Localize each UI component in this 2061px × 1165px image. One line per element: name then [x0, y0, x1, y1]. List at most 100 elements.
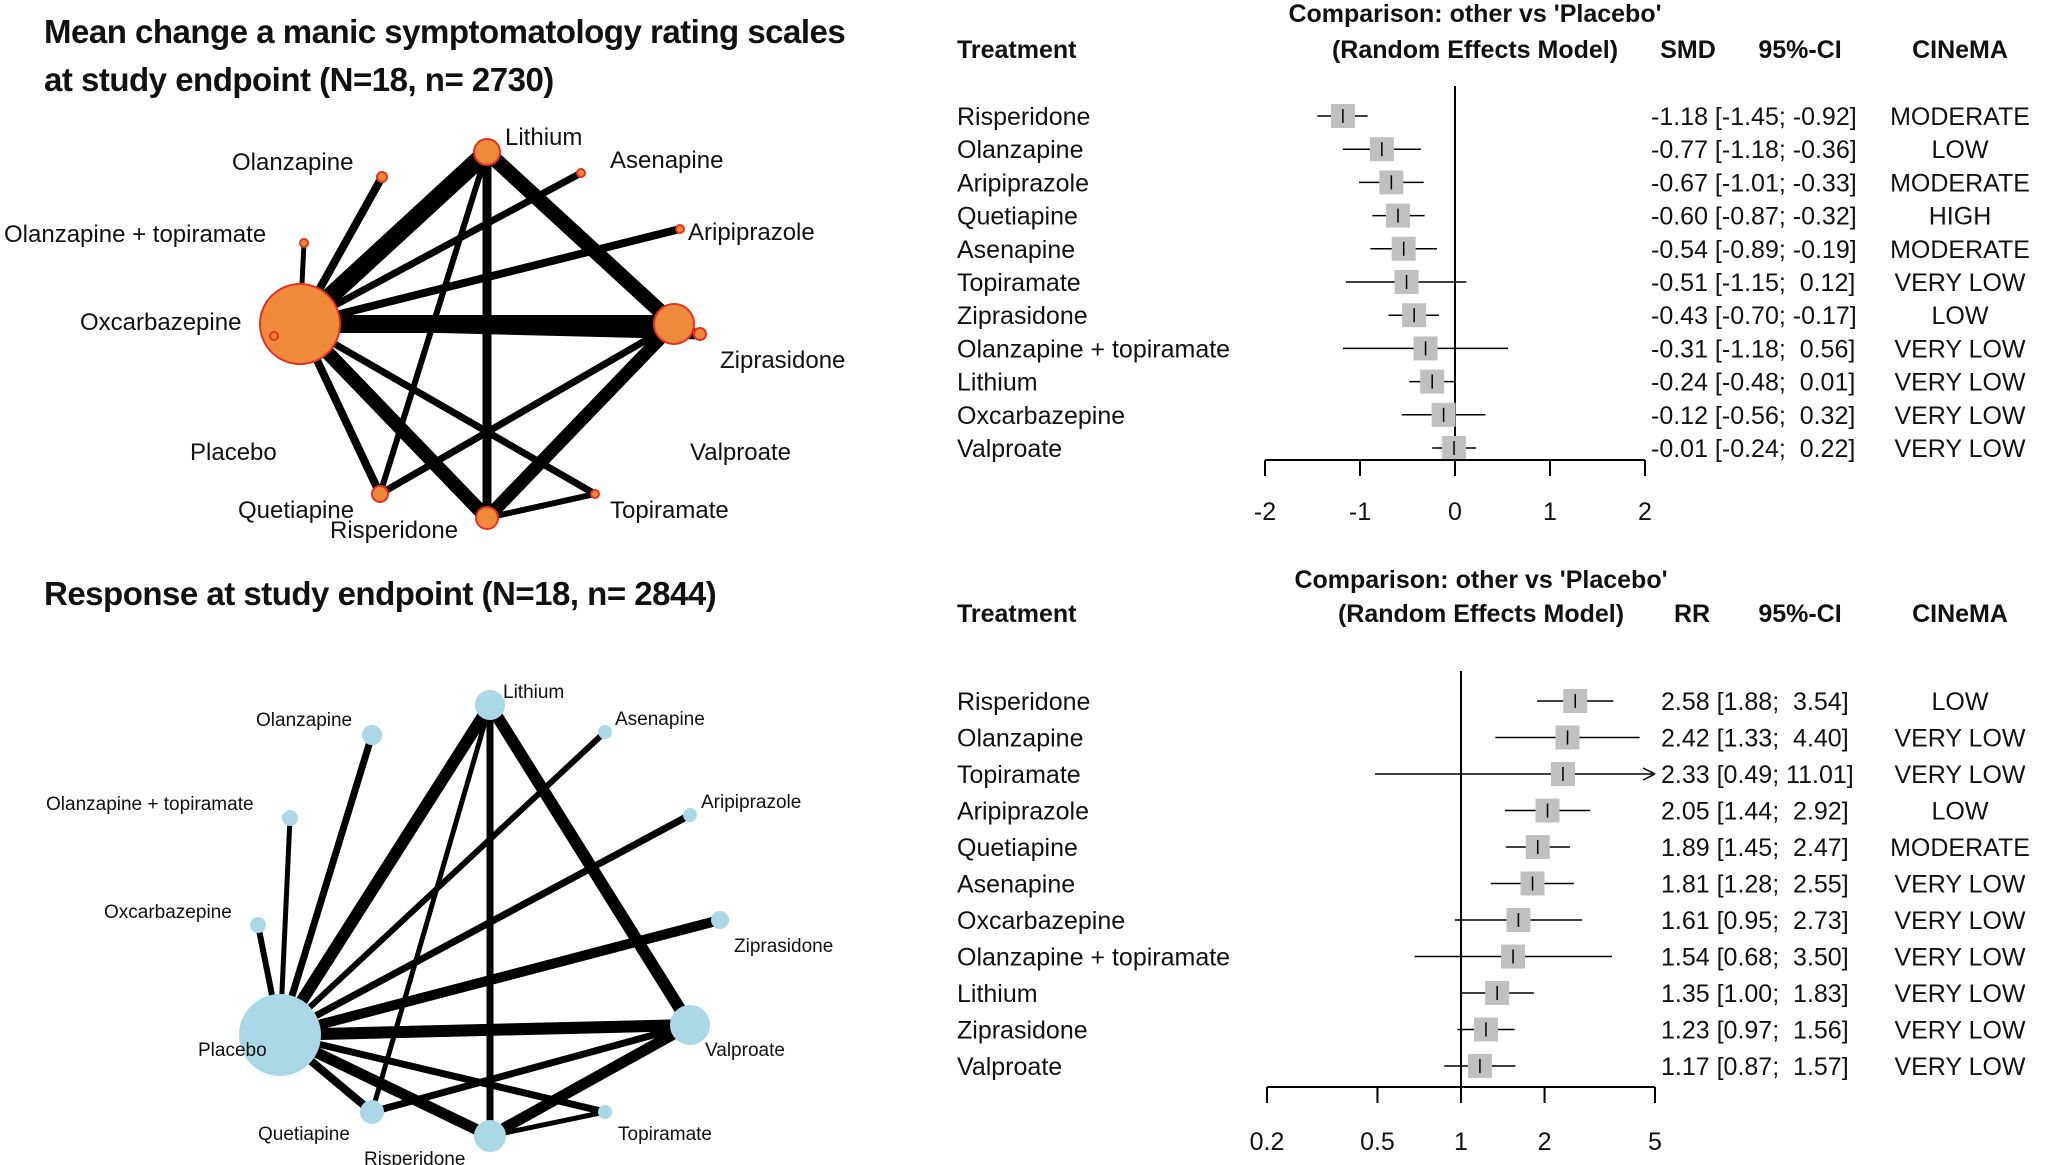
node-ziprasidone — [694, 328, 706, 340]
forest-row-value: 2.42 [1.33; 4.40] — [1661, 725, 1849, 753]
forest-row-treatment: Quetiapine — [957, 834, 1078, 862]
node-olz_top — [283, 811, 297, 825]
node-label-olz_top: Olanzapine + topiramate — [46, 794, 254, 815]
forest-row-treatment: Topiramate — [957, 269, 1081, 297]
forest-row-value: -0.54 [-0.89; -0.19] — [1651, 236, 1857, 264]
forest-row-value: -0.77 [-1.18; -0.36] — [1651, 136, 1857, 164]
node-label-ziprasidone: Ziprasidone — [734, 936, 833, 957]
node-label-oxcarbazepine: Oxcarbazepine — [104, 902, 232, 923]
forest-row-value: -0.60 [-0.87; -0.32] — [1651, 203, 1857, 231]
forest-row-treatment: Olanzapine — [957, 136, 1083, 164]
forest-header-treatment: Treatment — [957, 36, 1077, 64]
forest-row-cinema: VERY LOW — [1894, 335, 2025, 363]
node-label-asenapine: Asenapine — [610, 147, 723, 174]
forest-row-value: 1.89 [1.45; 2.47] — [1661, 834, 1849, 862]
forest-row-treatment: Valproate — [957, 435, 1062, 463]
forest-row-cinema: VERY LOW — [1894, 944, 2025, 972]
forest-subtitle-line2: (Random Effects Model) — [1338, 600, 1624, 628]
node-oxcarbazepine — [270, 332, 278, 340]
forest-row-cinema: LOW — [1932, 302, 1989, 330]
forest-row-cinema: VERY LOW — [1894, 369, 2025, 397]
forest-row-treatment: Risperidone — [957, 103, 1090, 131]
edge-valproate-risperidone — [490, 1025, 690, 1136]
forest-row-treatment: Olanzapine — [957, 725, 1083, 753]
forest-row-value: -0.43 [-0.70; -0.17] — [1651, 302, 1857, 330]
node-asenapine — [599, 726, 611, 738]
forest-row-cinema: MODERATE — [1890, 103, 2030, 131]
forest-row-value: -0.31 [-1.18; 0.56] — [1651, 335, 1855, 363]
forest-row-treatment: Risperidone — [957, 688, 1090, 716]
forest-row-cinema: VERY LOW — [1894, 435, 2025, 463]
edge-placebo-valproate — [280, 1025, 690, 1035]
node-label-oxcarbazepine: Oxcarbazepine — [80, 309, 241, 336]
forest-row-cinema: VERY LOW — [1894, 1017, 2025, 1045]
node-lithium — [474, 139, 500, 165]
node-risperidone — [475, 1121, 505, 1151]
node-label-aripiprazole: Aripiprazole — [701, 792, 801, 813]
forest-row-value: 1.81 [1.28; 2.55] — [1661, 871, 1849, 899]
forest-row-value: 1.35 [1.00; 1.83] — [1661, 980, 1849, 1008]
node-label-asenapine: Asenapine — [615, 709, 705, 730]
forest-plot-2: Comparison: other vs 'Placebo' (Random Ef… — [920, 565, 2061, 1165]
x-tick-label: 1 — [1543, 498, 1557, 526]
forest-row-treatment: Olanzapine + topiramate — [957, 335, 1230, 363]
forest-row-value: -0.67 [-1.01; -0.33] — [1651, 169, 1857, 197]
forest-subtitle-line1: Comparison: other vs 'Placebo' — [1294, 566, 1667, 594]
x-tick-label: -2 — [1254, 498, 1276, 526]
panel1-title: Mean change a manic symptomatology ratin… — [44, 8, 845, 104]
forest-header-ci: 95%-CI — [1758, 36, 1841, 64]
node-quetiapine — [361, 1101, 383, 1123]
node-asenapine — [577, 169, 585, 177]
network-labels: Placebo Lithium Valproate RisperidoneQuetia… — [4, 124, 845, 544]
node-label-risperidone: Risperidone — [364, 1149, 465, 1165]
forest-row-value: -0.12 [-0.56; 0.32] — [1651, 402, 1855, 430]
node-topiramate — [599, 1106, 611, 1118]
forest-row-cinema: VERY LOW — [1894, 871, 2025, 899]
forest-row-value: -0.51 [-1.15; 0.12] — [1651, 269, 1855, 297]
node-valproate — [654, 304, 694, 344]
node-label-ziprasidone: Ziprasidone — [720, 347, 845, 374]
forest-header-ci: 95%-CI — [1758, 600, 1841, 628]
forest-row-treatment: Topiramate — [957, 761, 1081, 789]
forest-row-value: 2.33 [0.49; 11.01] — [1661, 761, 1854, 789]
forest-row-value: 2.58 [1.88; 3.54] — [1661, 688, 1849, 716]
x-tick-label: 2 — [1638, 498, 1652, 526]
forest-row-cinema: VERY LOW — [1894, 907, 2025, 935]
node-label-quetiapine: Quetiapine — [258, 1124, 350, 1145]
forest-row-cinema: VERY LOW — [1894, 402, 2025, 430]
node-label-lithium: Lithium — [503, 682, 564, 703]
node-label-quetiapine: Quetiapine — [238, 497, 354, 524]
forest-row-value: 1.23 [0.97; 1.56] — [1661, 1017, 1849, 1045]
node-lithium — [476, 691, 504, 719]
x-tick-label: 0.2 — [1250, 1128, 1285, 1156]
forest-row-value: -0.24 [-0.48; 0.01] — [1651, 369, 1855, 397]
network-graph-2: Placebo Lithium Valproate Risperidone Quetia… — [0, 670, 900, 1165]
forest-row-treatment: Lithium — [957, 980, 1038, 1008]
panel2-title-line1: Response at study endpoint (N=18, n= 284… — [44, 570, 716, 618]
forest-row-cinema: MODERATE — [1890, 169, 2030, 197]
forest-row-treatment: Asenapine — [957, 871, 1075, 899]
node-olz_top — [300, 239, 308, 247]
forest-row-treatment: Olanzapine + topiramate — [957, 944, 1230, 972]
node-label-aripiprazole: Aripiprazole — [688, 219, 815, 246]
forest-row-value: 1.17 [0.87; 1.57] — [1661, 1053, 1849, 1081]
forest-row-treatment: Ziprasidone — [957, 302, 1088, 330]
forest-row-cinema: LOW — [1932, 136, 1989, 164]
node-aripiprazole — [676, 225, 684, 233]
forest-row-treatment: Asenapine — [957, 236, 1075, 264]
node-olanzapine — [377, 172, 387, 182]
node-label-placebo: Placebo — [198, 1040, 267, 1061]
forest-row-value: -0.01 [-0.24; 0.22] — [1651, 435, 1855, 463]
node-ziprasidone — [712, 912, 728, 928]
node-valproate — [671, 1006, 709, 1044]
forest-row-cinema: LOW — [1932, 798, 1989, 826]
node-label-olz_top: Olanzapine + topiramate — [4, 221, 266, 248]
network-graph-1: PlaceboLithiumValproateRisperidoneQuetia… — [0, 120, 900, 560]
forest-row-cinema: MODERATE — [1890, 236, 2030, 264]
forest-header-measure: SMD — [1660, 36, 1716, 64]
node-oxcarbazepine — [251, 918, 265, 932]
forest-row-cinema: VERY LOW — [1894, 980, 2025, 1008]
forest-header-measure: RR — [1674, 600, 1710, 628]
forest-row-treatment: Oxcarbazepine — [957, 907, 1125, 935]
edge-lithium-quetiapine — [372, 705, 490, 1112]
